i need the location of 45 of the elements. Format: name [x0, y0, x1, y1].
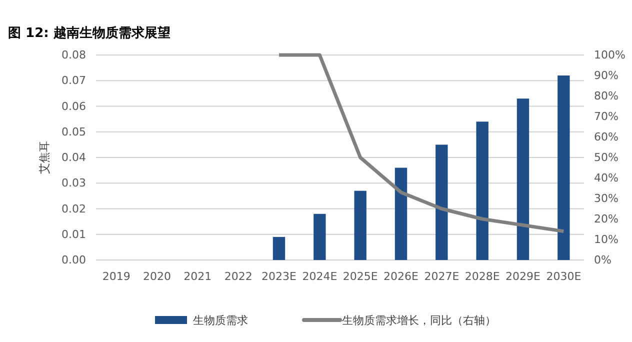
y-tick-label: 0.02 — [62, 202, 86, 216]
bar — [272, 236, 286, 260]
bar — [436, 144, 448, 260]
bar — [354, 190, 366, 260]
bar — [394, 168, 408, 260]
y-tick-label: 0.05 — [62, 125, 86, 138]
x-tick-label: 2023E — [262, 270, 297, 283]
x-tick-label: 2030E — [546, 270, 582, 283]
y-tick-label: 0.08 — [62, 48, 86, 62]
y2-tick-label: 40% — [594, 172, 618, 185]
y-tick-label: 0.04 — [62, 151, 86, 164]
y2-tick-label: 30% — [594, 192, 618, 206]
y2-tick-label: 100% — [594, 48, 626, 62]
chart-title: 图 12: 越南生物质需求展望 — [8, 25, 170, 41]
x-tick-label: 2022 — [224, 270, 252, 283]
bar — [558, 76, 570, 260]
y-tick-label: 0.01 — [62, 228, 86, 241]
x-tick-label: 2024E — [302, 270, 338, 283]
x-tick-label: 2028E — [464, 270, 500, 283]
x-tick-label: 2020 — [143, 270, 171, 283]
x-tick-label: 2027E — [424, 270, 460, 283]
y2-tick-label: 60% — [594, 130, 618, 144]
y2-tick-label: 20% — [594, 212, 618, 226]
x-tick-label: 2025E — [342, 270, 378, 283]
y-tick-label: 0.00 — [62, 254, 86, 267]
y2-tick-label: 70% — [594, 110, 618, 124]
y-tick-label: 0.03 — [62, 176, 86, 190]
line-series — [277, 53, 566, 234]
x-tick-label: 2029E — [506, 270, 541, 283]
legend-label: 生物质需求增长，同比（右轴） — [342, 314, 496, 327]
bar — [516, 98, 530, 260]
x-tick-label: 2019 — [102, 270, 130, 283]
y2-tick-label: 10% — [594, 233, 618, 246]
y-axis-title: 艾焦耳 — [38, 141, 51, 174]
bar — [314, 214, 326, 260]
y2-tick-label: 50% — [594, 151, 618, 164]
x-tick-label: 2021 — [184, 270, 212, 283]
y2-tick-label: 90% — [594, 69, 618, 82]
y-tick-label: 0.06 — [62, 100, 86, 113]
x-tick-label: 2026E — [384, 270, 419, 283]
legend-label: 生物质需求 — [193, 314, 248, 327]
y-tick-label: 0.07 — [62, 74, 86, 88]
y2-tick-label: 80% — [594, 90, 618, 103]
bar — [476, 122, 488, 260]
y2-tick-label: 0% — [594, 254, 612, 267]
